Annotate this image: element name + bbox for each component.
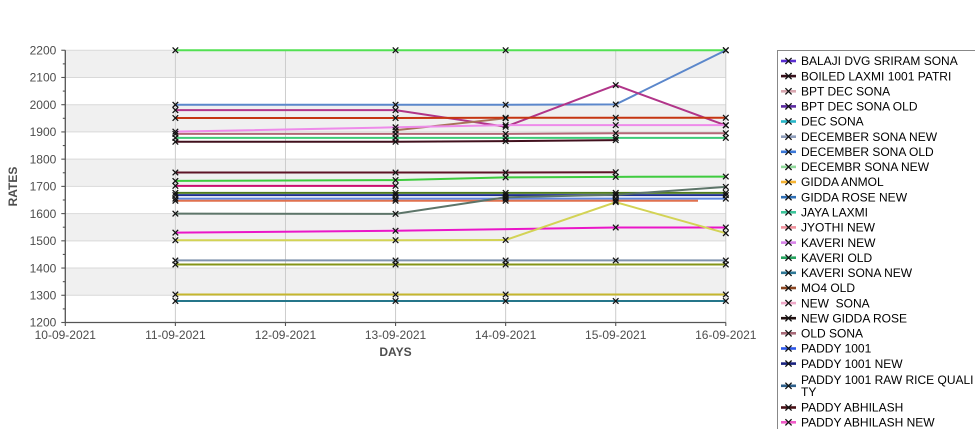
svg-text:1300: 1300 — [30, 288, 57, 302]
svg-text:1600: 1600 — [30, 207, 57, 221]
svg-text:NEW GIDDA ROSE: NEW GIDDA ROSE — [801, 311, 907, 325]
svg-text:DECEMBR SONA NEW: DECEMBR SONA NEW — [801, 160, 930, 174]
svg-text:DECEMBER SONA NEW: DECEMBER SONA NEW — [801, 130, 938, 144]
svg-text:KAVERI NEW: KAVERI NEW — [801, 236, 876, 250]
svg-text:1800: 1800 — [30, 152, 57, 166]
svg-text:2000: 2000 — [30, 98, 57, 112]
svg-text:1400: 1400 — [30, 261, 57, 275]
svg-text:BOILED LAXMI 1001 PATRI: BOILED LAXMI 1001 PATRI — [801, 69, 951, 83]
svg-text:JAYA LAXMI: JAYA LAXMI — [801, 206, 868, 220]
svg-text:PADDY ABHILASH: PADDY ABHILASH — [801, 401, 903, 415]
svg-text:2100: 2100 — [30, 71, 57, 85]
svg-text:DAYS: DAYS — [379, 345, 411, 359]
svg-text:14-09-2021: 14-09-2021 — [475, 328, 537, 342]
svg-text:JYOTHI NEW: JYOTHI NEW — [801, 221, 876, 235]
svg-text:NEW SONA: NEW SONA — [801, 296, 870, 310]
svg-text:1700: 1700 — [30, 180, 57, 194]
svg-text:11-09-2021: 11-09-2021 — [145, 328, 206, 342]
svg-text:16-09-2021: 16-09-2021 — [695, 328, 757, 342]
svg-text:2200: 2200 — [30, 43, 57, 57]
svg-text:PADDY ABHILASH NEW: PADDY ABHILASH NEW — [801, 416, 935, 430]
svg-text:PADDY 1001 RAW RICE QUALI: PADDY 1001 RAW RICE QUALI — [801, 373, 974, 387]
svg-text:DEC SONA: DEC SONA — [801, 115, 864, 129]
svg-text:DECEMBER SONA OLD: DECEMBER SONA OLD — [801, 145, 934, 159]
svg-text:15-09-2021: 15-09-2021 — [585, 328, 647, 342]
svg-text:PADDY 1001: PADDY 1001 — [801, 342, 872, 356]
svg-text:PADDY 1001 NEW: PADDY 1001 NEW — [801, 357, 903, 371]
svg-text:MO4 OLD: MO4 OLD — [801, 281, 855, 295]
svg-text:KAVERI SONA NEW: KAVERI SONA NEW — [801, 266, 913, 280]
svg-text:BPT DEC SONA OLD: BPT DEC SONA OLD — [801, 100, 918, 114]
svg-text:GIDDA ANMOL: GIDDA ANMOL — [801, 175, 884, 189]
svg-text:10-09-2021: 10-09-2021 — [35, 328, 97, 342]
svg-text:1900: 1900 — [30, 125, 57, 139]
svg-text:1500: 1500 — [30, 234, 57, 248]
svg-text:12-09-2021: 12-09-2021 — [255, 328, 317, 342]
svg-text:13-09-2021: 13-09-2021 — [365, 328, 427, 342]
svg-text:BALAJI DVG SRIRAM SONA: BALAJI DVG SRIRAM SONA — [801, 54, 958, 68]
svg-text:RATES: RATES — [6, 167, 20, 207]
svg-text:KAVERI OLD: KAVERI OLD — [801, 251, 872, 265]
svg-text:GIDDA ROSE NEW: GIDDA ROSE NEW — [801, 190, 908, 204]
svg-text:BPT DEC SONA: BPT DEC SONA — [801, 85, 890, 99]
svg-text:OLD SONA: OLD SONA — [801, 327, 863, 341]
svg-text:TY: TY — [801, 385, 816, 399]
